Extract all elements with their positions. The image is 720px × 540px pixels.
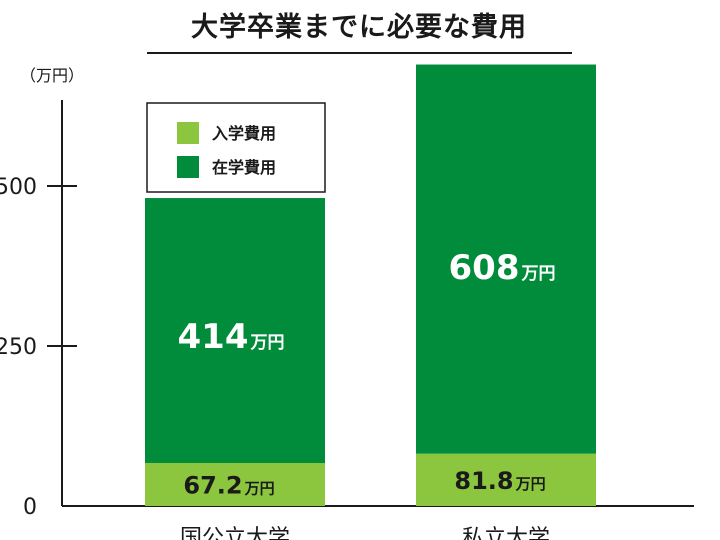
- bar-value-label: 67.2 万円: [183, 471, 274, 499]
- bar-segment: [145, 198, 325, 463]
- legend-swatch: [177, 156, 199, 178]
- y-tick-label: 500: [0, 175, 37, 200]
- y-axis-unit-label: （万円）: [20, 66, 84, 85]
- bars: [145, 64, 596, 506]
- y-tick-label: 250: [0, 335, 37, 360]
- chart-title: 大学卒業までに必要な費用: [191, 11, 527, 43]
- bar-segment: [145, 462, 325, 506]
- bar-value-label: 414 万円: [178, 317, 285, 357]
- bar-segment: [416, 453, 596, 506]
- bar-labels: 67.2 万円 414 万円 81.8 万円 608 万円: [178, 248, 556, 500]
- bar-value-label: 608 万円: [449, 248, 556, 288]
- bar-segment: [416, 64, 596, 454]
- legend-swatch: [177, 122, 199, 144]
- category-labels: 国公立大学 私立大学: [180, 526, 550, 540]
- y-tick-label: 0: [23, 495, 37, 520]
- legend-box: [146, 102, 326, 193]
- category-label: 私立大学: [462, 526, 550, 540]
- legend-label: 入学費用: [212, 124, 276, 143]
- bar-value-label: 81.8 万円: [454, 467, 545, 495]
- category-label: 国公立大学: [180, 526, 290, 540]
- legend-label: 在学費用: [212, 158, 276, 177]
